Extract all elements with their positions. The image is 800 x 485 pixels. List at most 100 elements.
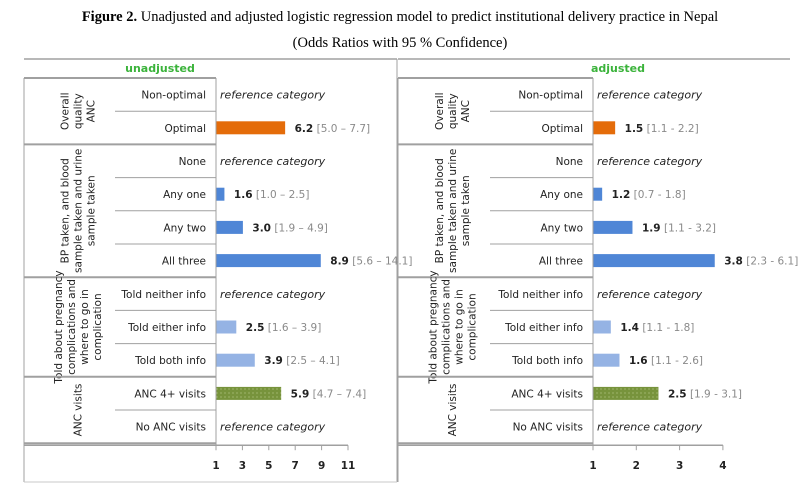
value-label: 5.9 [291, 388, 310, 400]
category-label: None [179, 156, 206, 168]
category-label: Told neither info [497, 289, 583, 301]
x-tick-label: 1 [212, 460, 219, 472]
panel-title: adjusted [591, 62, 645, 75]
category-label: Optimal [164, 123, 206, 135]
bar-light-blue [593, 353, 620, 367]
table-row: All three 8.9 [5.6 – 14.1] [162, 254, 412, 268]
x-tick-label: 3 [676, 460, 683, 472]
reference-label: reference category [597, 155, 703, 168]
ci-label: [1.9 - 3.1] [690, 388, 742, 400]
value-label: 2.5 [246, 322, 265, 334]
table-row: None reference category [115, 155, 326, 179]
table-row: Told neither info reference category [115, 288, 326, 311]
table-row: Any two 1.9 [1.1 - 3.2] [490, 220, 716, 245]
value-label: 1.6 [234, 189, 253, 201]
table-row: Non-optimal reference category [115, 89, 326, 112]
bar-blue [216, 254, 321, 268]
bar-orange [216, 121, 286, 135]
value-label: 1.6 [629, 355, 648, 367]
value-label: 8.9 [330, 256, 349, 268]
value-label: 2.5 [668, 388, 687, 400]
ci-label: [1.1 - 1.8] [642, 322, 694, 334]
category-label: None [556, 156, 583, 168]
bar-blue [216, 187, 225, 201]
category-label: ANC 4+ visits [511, 388, 583, 400]
category-label: Told both info [134, 355, 206, 367]
reference-label: reference category [220, 155, 326, 168]
reference-label: reference category [597, 89, 703, 102]
group-label: OverallqualityANC [60, 92, 98, 130]
value-label: 1.4 [620, 322, 639, 334]
category-label: Any two [540, 222, 583, 234]
reference-label: reference category [220, 421, 326, 434]
table-row: Told either info 2.5 [1.6 – 3.9] [115, 320, 322, 345]
ci-label: [1.0 – 2.5] [256, 189, 310, 201]
figure-caption-text: Unadjusted and adjusted logistic regress… [140, 9, 719, 25]
bar-blue [593, 220, 633, 234]
category-label: Told both info [511, 355, 583, 367]
bar-blue [216, 220, 243, 234]
ci-label: [5.0 – 7.7] [317, 123, 371, 135]
ci-label: [2.5 – 4.1] [286, 355, 340, 367]
table-row: Any two 3.0 [1.9 – 4.9] [115, 220, 328, 245]
x-tick-label: 11 [341, 460, 356, 472]
reference-label: reference category [220, 288, 326, 301]
category-label: Non-optimal [518, 90, 583, 102]
bar-green [593, 386, 659, 400]
bar-green [216, 386, 282, 400]
panel-unadjusted: unadjusted OverallqualityANC Non-optimal re… [23, 58, 412, 483]
value-label: 3.8 [724, 256, 743, 268]
ci-label: [0.7 - 1.8] [634, 189, 686, 201]
value-label: 1.2 [612, 189, 631, 201]
ci-label: [1.1 - 2.6] [651, 355, 703, 367]
table-row: Told both info 1.6 [1.1 - 2.6] [511, 353, 703, 367]
ci-label: [2.3 - 6.1] [746, 256, 798, 268]
table-row: Told both info 3.9 [2.5 – 4.1] [134, 353, 340, 367]
table-row: None reference category [490, 155, 703, 179]
ci-label: [1.1 - 2.2] [647, 123, 699, 135]
group-label: Told about pregnancycomplications andwhe… [53, 270, 104, 384]
table-row: Told neither info reference category [490, 288, 703, 311]
ci-label: [1.1 - 3.2] [664, 222, 716, 234]
value-label: 6.2 [295, 123, 314, 135]
ci-label: [1.9 – 4.9] [274, 222, 328, 234]
x-tick-label: 4 [719, 460, 726, 472]
x-tick-label: 1 [589, 460, 596, 472]
category-label: Any one [163, 189, 206, 201]
x-tick-label: 3 [239, 460, 246, 472]
group-label: ANC visits [73, 384, 85, 437]
category-label: Optimal [541, 123, 583, 135]
reference-label: reference category [597, 288, 703, 301]
figure-label: Figure 2. [81, 9, 138, 25]
group-label: Told about pregnancycomplications andwhe… [428, 270, 479, 384]
ci-label: [5.6 – 14.1] [352, 256, 412, 268]
group-label: BP taken, and bloodsample taken and urin… [60, 149, 98, 273]
ci-label: [1.6 – 3.9] [268, 322, 322, 334]
reference-label: reference category [220, 89, 326, 102]
table-row: Non-optimal reference category [490, 89, 703, 112]
category-label: Told either info [504, 322, 583, 334]
figure-subcaption: (Odds Ratios with 95 % Confidence) [292, 35, 508, 51]
table-row: Optimal 1.5 [1.1 - 2.2] [541, 121, 699, 135]
value-label: 3.0 [252, 222, 271, 234]
x-tick-label: 5 [265, 460, 272, 472]
panel-title: unadjusted [125, 62, 195, 75]
group-label: OverallqualityANC [434, 92, 472, 130]
table-row: No ANC visits reference category [136, 421, 326, 434]
bar-light-blue [216, 353, 255, 367]
table-row: Any one 1.2 [0.7 - 1.8] [490, 187, 686, 212]
x-tick-label: 7 [292, 460, 299, 472]
ci-label: [4.7 – 7.4] [313, 388, 367, 400]
table-row: No ANC visits reference category [513, 421, 703, 434]
category-label: Told neither info [120, 289, 206, 301]
category-label: Any two [163, 222, 206, 234]
x-tick-label: 2 [633, 460, 640, 472]
panel-adjusted: adjusted OverallqualityANC Non-optimal refe… [397, 58, 798, 482]
category-label: ANC 4+ visits [134, 388, 206, 400]
bar-blue [593, 254, 715, 268]
table-row: Told either info 1.4 [1.1 - 1.8] [490, 320, 694, 345]
group-label: BP taken, and bloodsample taken and urin… [434, 149, 472, 273]
reference-label: reference category [597, 421, 703, 434]
category-label: Non-optimal [141, 90, 206, 102]
